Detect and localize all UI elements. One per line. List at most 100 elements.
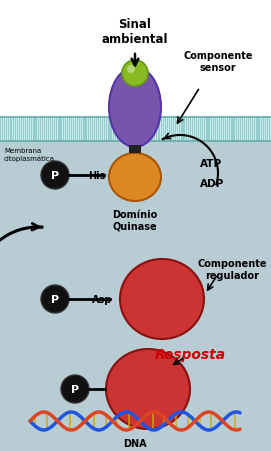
Bar (123, 118, 124, 142)
Bar (248, 118, 249, 142)
Bar (249, 118, 250, 142)
Bar (78, 118, 79, 142)
Bar (45, 118, 46, 142)
Bar (25, 118, 26, 142)
Bar (81, 118, 82, 142)
Bar (74, 118, 75, 142)
Bar (93, 118, 94, 142)
Bar (261, 118, 262, 142)
Bar (12, 118, 14, 142)
Text: His: His (88, 170, 105, 180)
Bar (140, 118, 141, 142)
Bar (23, 118, 24, 142)
Bar (256, 118, 257, 142)
Bar (8, 118, 9, 142)
Bar (175, 118, 176, 142)
Bar (0, 0, 271, 118)
Bar (214, 118, 215, 142)
Bar (199, 118, 200, 142)
Bar (95, 118, 96, 142)
Bar (15, 118, 16, 142)
Bar (56, 118, 57, 142)
Bar (0, 142, 271, 451)
Bar (176, 118, 177, 142)
Bar (203, 118, 204, 142)
Bar (117, 118, 118, 142)
Bar (80, 118, 81, 142)
Bar (73, 118, 74, 142)
Text: P: P (71, 384, 79, 394)
Bar (142, 118, 143, 142)
Bar (235, 118, 237, 142)
Bar (87, 118, 88, 142)
Text: P: P (51, 295, 59, 304)
Bar (189, 118, 190, 142)
Bar (194, 118, 195, 142)
Text: Sinal
ambiental: Sinal ambiental (102, 18, 168, 46)
Bar (72, 118, 73, 142)
Bar (76, 118, 77, 142)
Bar (191, 118, 192, 142)
Bar (57, 118, 58, 142)
Bar (64, 118, 66, 142)
Bar (70, 118, 71, 142)
Ellipse shape (106, 349, 190, 429)
Bar (82, 118, 83, 142)
Circle shape (122, 61, 148, 87)
Bar (237, 118, 238, 142)
Bar (5, 118, 6, 142)
Bar (63, 118, 64, 142)
Bar (253, 118, 254, 142)
Bar (179, 118, 180, 142)
Text: Domínio
Quinase: Domínio Quinase (112, 210, 158, 231)
Bar (225, 118, 226, 142)
Ellipse shape (109, 68, 161, 147)
Bar (146, 118, 147, 142)
Bar (138, 118, 139, 142)
Bar (36, 118, 37, 142)
Bar (71, 118, 72, 142)
Bar (114, 118, 115, 142)
Bar (192, 118, 193, 142)
Bar (196, 118, 197, 142)
Text: ATP: ATP (200, 159, 222, 169)
Bar (91, 118, 92, 142)
Bar (195, 118, 196, 142)
Bar (128, 118, 129, 142)
Bar (108, 118, 109, 142)
Bar (233, 118, 234, 142)
Bar (173, 118, 174, 142)
Bar (26, 118, 27, 142)
Bar (182, 118, 183, 142)
Bar (198, 118, 199, 142)
Bar (207, 118, 208, 142)
Bar (92, 118, 93, 142)
Bar (180, 118, 181, 142)
Bar (229, 118, 230, 142)
Bar (118, 118, 119, 142)
Bar (135, 118, 136, 142)
Bar (40, 118, 41, 142)
Bar (219, 118, 220, 142)
Bar (0, 118, 1, 142)
Bar (228, 118, 229, 142)
Bar (259, 118, 260, 142)
Bar (201, 118, 202, 142)
Bar (102, 118, 103, 142)
Bar (164, 118, 165, 142)
Bar (153, 118, 154, 142)
Bar (37, 118, 39, 142)
Text: Asp: Asp (92, 295, 112, 304)
Text: Resposta: Resposta (154, 347, 225, 361)
Bar (150, 118, 151, 142)
Bar (267, 118, 268, 142)
Bar (10, 118, 12, 142)
Bar (130, 118, 131, 142)
Bar (141, 118, 142, 142)
Bar (43, 118, 44, 142)
Bar (177, 118, 178, 142)
Bar (19, 118, 20, 142)
Bar (218, 118, 219, 142)
Bar (126, 118, 127, 142)
Bar (167, 118, 168, 142)
